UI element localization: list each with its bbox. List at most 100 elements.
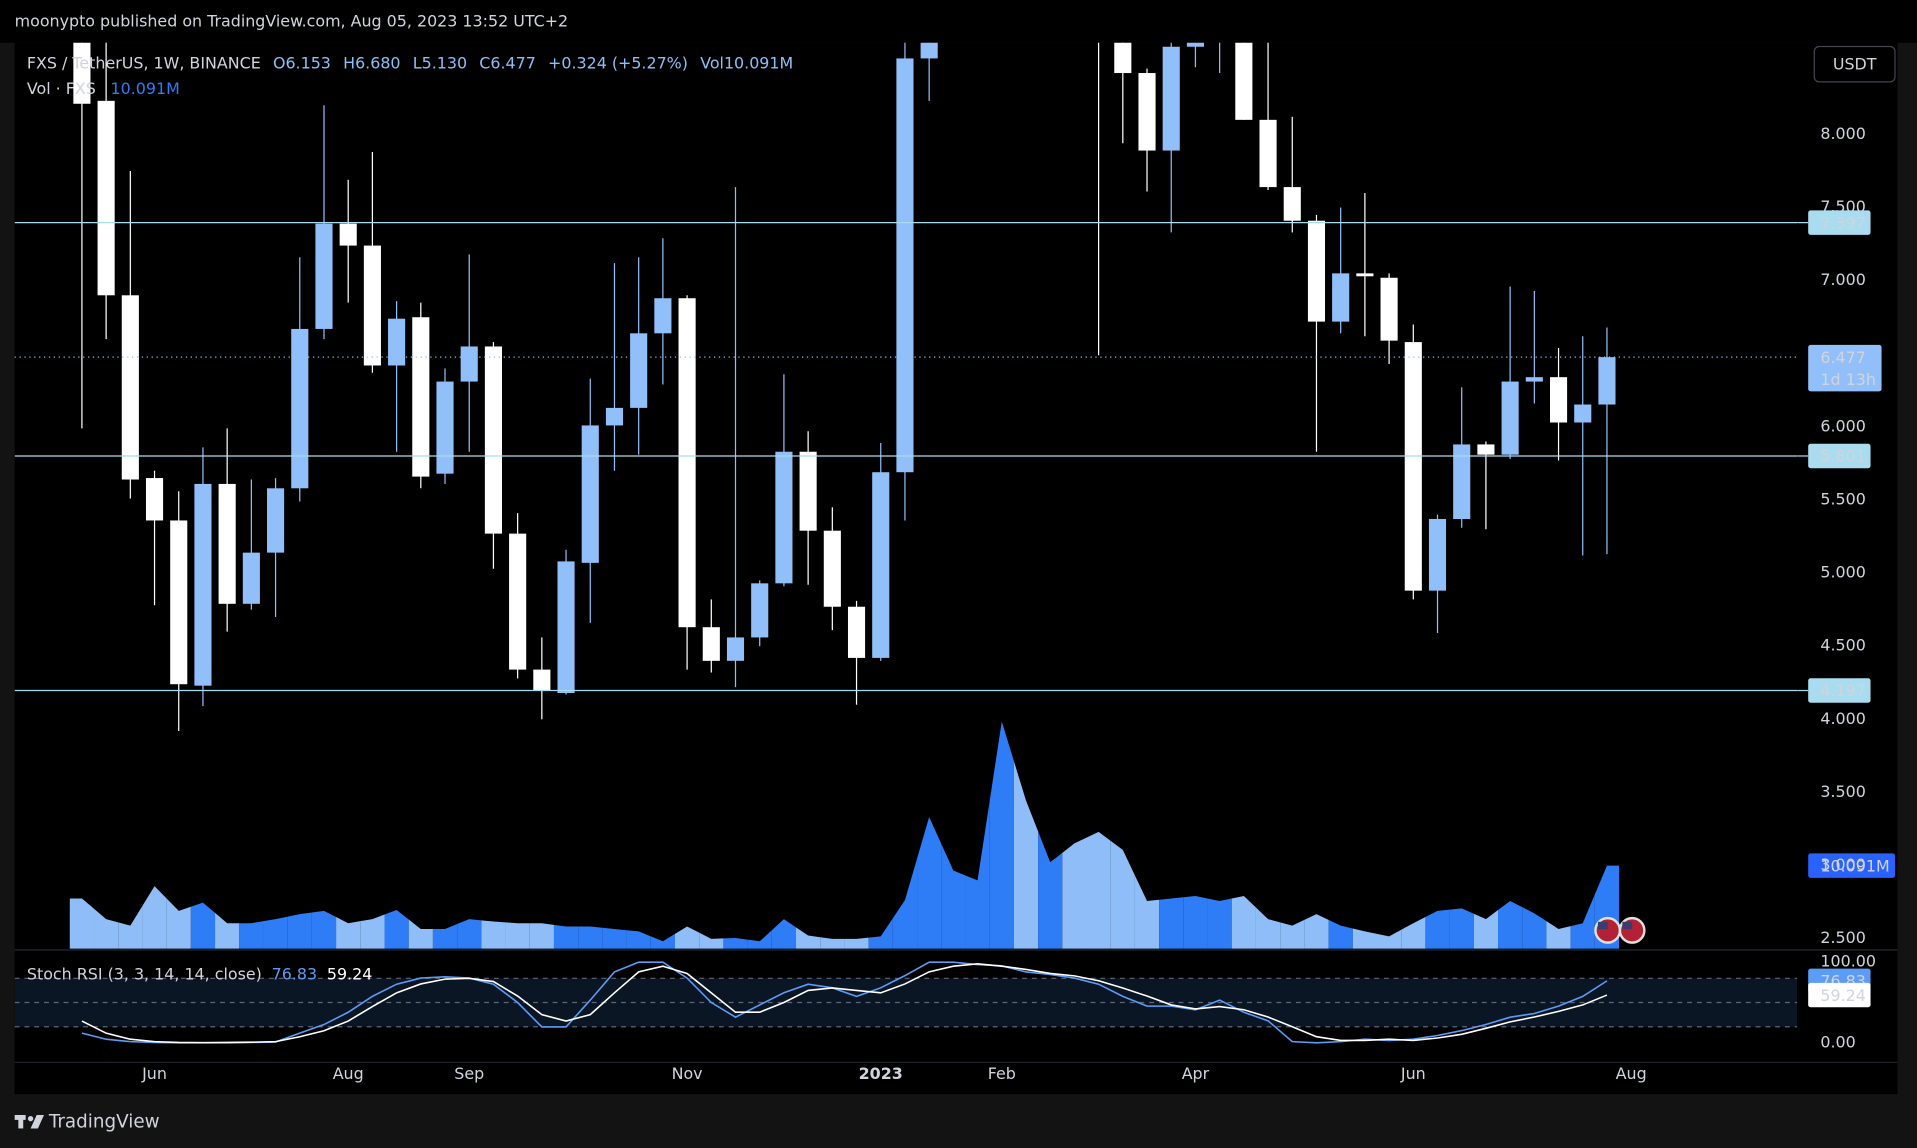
volume-segment	[1231, 896, 1256, 949]
currency-button[interactable]	[1813, 45, 1896, 83]
candle-body	[170, 520, 188, 685]
volume-segment	[529, 923, 554, 949]
y-tick-label: 8.000	[1820, 124, 1865, 143]
candle-body	[97, 100, 115, 296]
y-tick-label: 6.000	[1820, 416, 1865, 435]
candle-body	[484, 346, 502, 534]
candle-body	[145, 478, 164, 521]
candle-body	[291, 328, 309, 489]
level-label: 5.801	[1820, 447, 1865, 466]
level-box	[1808, 443, 1871, 469]
volume-segment	[1255, 907, 1281, 949]
candle-body	[1453, 444, 1471, 520]
flag-canton	[1622, 921, 1633, 930]
volume-segment	[1183, 896, 1208, 949]
volume-segment	[118, 905, 143, 949]
volume-segment	[360, 914, 385, 949]
legend-high: H6.680	[343, 53, 400, 72]
volume-segment	[1473, 910, 1499, 949]
volume-segment	[820, 937, 845, 949]
y-tick-label: 3.500	[1820, 782, 1865, 801]
stoch-d-value: 59.24	[327, 964, 372, 983]
price-plot	[14, 42, 1798, 949]
volume-segment	[215, 912, 240, 949]
level-label: 7.397	[1820, 213, 1865, 232]
logo-part	[27, 1115, 34, 1122]
published-line: moonypto published on TradingView.com, A…	[15, 12, 568, 31]
last-price-box	[1808, 344, 1882, 392]
y-tick-label: 7.000	[1820, 270, 1865, 289]
candle-body	[1186, 42, 1204, 47]
volume-segment	[553, 924, 579, 949]
logo-part	[30, 1114, 45, 1129]
volume-segment	[287, 912, 312, 949]
volume-segment	[578, 926, 603, 949]
volume-price-box	[1808, 853, 1895, 878]
x-tick-label: Nov	[672, 1064, 703, 1083]
volume-title: Vol · FXS	[27, 79, 96, 98]
candle-body	[557, 561, 575, 693]
last-price-label: 6.477	[1820, 348, 1865, 367]
candle-body	[896, 58, 914, 473]
candle-body	[315, 223, 333, 329]
volume-segment	[384, 910, 409, 949]
volume-segment	[94, 908, 119, 949]
volume-segment	[1304, 914, 1329, 949]
x-tick-label: Jun	[1400, 1064, 1426, 1083]
candle-body	[775, 451, 793, 584]
volume-segment	[747, 930, 772, 949]
candle-body	[412, 317, 430, 477]
volume-segment	[1546, 921, 1571, 949]
x-tick-label: Sep	[454, 1064, 484, 1083]
volume-segment	[965, 800, 990, 949]
y-tick-label: 4.500	[1820, 636, 1865, 655]
volume-segment	[1134, 875, 1160, 949]
logo-part	[18, 1114, 24, 1129]
level-box	[1808, 678, 1871, 703]
legend-open: O6.153	[273, 53, 331, 72]
candle-body	[1162, 46, 1180, 151]
volume-segment	[868, 918, 893, 949]
volume-segment	[1401, 917, 1426, 949]
volume-segment	[408, 919, 433, 949]
volume-segment	[1062, 837, 1087, 949]
volume-price-label: 10.091M	[1820, 856, 1889, 875]
y-tick-label: 3.000	[1820, 855, 1865, 874]
volume-segment	[844, 937, 869, 949]
candle-body	[799, 451, 817, 531]
candle-body	[920, 42, 938, 59]
volume-segment	[1522, 907, 1547, 949]
y-tick-label: 5.500	[1820, 489, 1865, 508]
volume-segment	[602, 927, 627, 949]
legend-volume: Vol10.091M	[700, 53, 793, 72]
volume-segment	[1352, 928, 1377, 949]
volume-legend: Vol · FXS 10.091M	[27, 79, 180, 98]
axes: 10.091M 2.500 3.000 3.500 4.000 4.500 5.000 5.5…	[141, 124, 1895, 1083]
stoch-k-value: 76.83	[272, 964, 317, 983]
x-tick-label: Aug	[1616, 1064, 1647, 1083]
currency-label[interactable]: USDT	[1833, 54, 1877, 73]
volume-segment	[457, 919, 482, 949]
volume-segment	[650, 933, 675, 949]
volume-segment	[674, 926, 700, 949]
legend-line: FXS / TetherUS, 1W, BINANCE O6.153 H6.680 L…	[27, 53, 793, 72]
legend-low: L5.130	[413, 53, 467, 72]
legend-symbol: FXS / TetherUS, 1W, BINANCE	[27, 53, 261, 72]
volume-legend-value: 10.091M	[111, 79, 180, 98]
candle-body	[533, 669, 551, 691]
y-tick-label: 4.000	[1820, 709, 1865, 728]
candle-body	[1380, 277, 1398, 341]
countdown-label: 1d 13h	[1820, 370, 1875, 389]
candle-body	[823, 530, 841, 607]
volume-segment	[166, 898, 191, 949]
candle-body	[1307, 220, 1326, 322]
flag-canton	[1597, 921, 1608, 930]
volume-segment	[723, 938, 748, 949]
volume-segment	[1328, 919, 1353, 949]
volume-segment	[311, 910, 337, 949]
candle-body	[218, 483, 236, 604]
candle-body	[73, 42, 91, 104]
candle-body	[267, 488, 285, 553]
candle-body	[1259, 119, 1277, 188]
